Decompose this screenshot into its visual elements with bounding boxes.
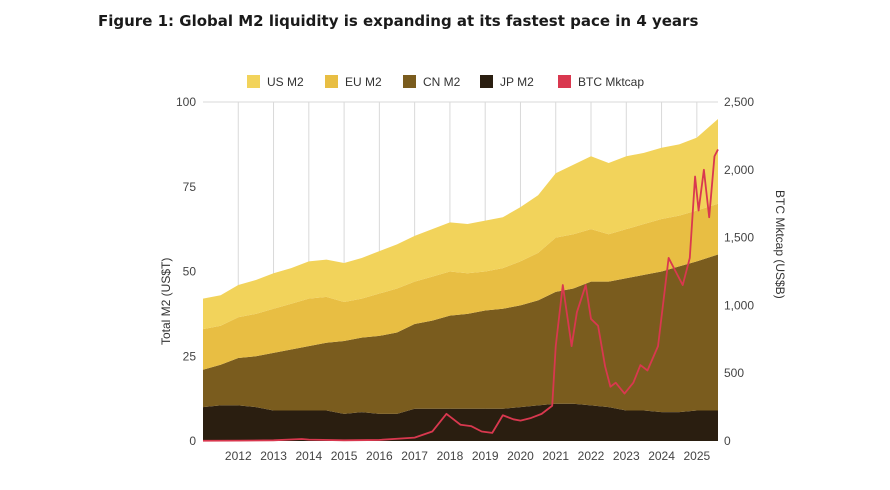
y-tick-label: 75: [183, 180, 197, 194]
x-axis: 2012 2013 2014 2015 2016 2017 2018 2019 2020 2021…: [225, 449, 711, 463]
y-tick-label: 25: [183, 349, 197, 363]
y2-tick-label: 0: [724, 434, 731, 448]
legend-label-cn-m2: CN M2: [423, 75, 461, 89]
y2-tick-label: 1,000: [724, 298, 754, 312]
legend-swatch-btc: [558, 75, 571, 88]
btc-line-layer: [202, 149, 719, 442]
x-tick-label: 2018: [437, 449, 464, 463]
btc-mktcap-line: [202, 149, 719, 442]
y2-tick-label: 500: [724, 366, 744, 380]
legend: US M2 EU M2 CN M2 JP M2 BTC Mktcap: [247, 75, 644, 89]
x-tick-label: 2013: [260, 449, 287, 463]
area-us-m2: [203, 118, 718, 330]
x-tick-label: 2019: [472, 449, 499, 463]
legend-swatch-us-m2: [247, 75, 260, 88]
x-tick-label: 2024: [648, 449, 675, 463]
y-tick-label: 100: [176, 95, 196, 109]
legend-swatch-eu-m2: [325, 75, 338, 88]
y2-tick-label: 2,500: [724, 95, 754, 109]
x-tick-label: 2012: [225, 449, 252, 463]
left-axis: 0 25 50 75 100: [176, 95, 196, 448]
y-axis-label: Total M2 (US$T): [159, 258, 173, 345]
area-jp-m2: [203, 403, 718, 441]
y-tick-label: 0: [189, 434, 196, 448]
legend-swatch-cn-m2: [403, 75, 416, 88]
x-tick-label: 2022: [578, 449, 605, 463]
x-tick-label: 2016: [366, 449, 393, 463]
right-axis: 0 500 1,000 1,500 2,000 2,500: [724, 95, 754, 448]
legend-label-jp-m2: JP M2: [500, 75, 534, 89]
x-tick-label: 2025: [683, 449, 710, 463]
y2-axis-label: BTC Mktcap (US$B): [773, 190, 787, 299]
area-cn-m2: [203, 254, 718, 414]
y2-tick-label: 2,000: [724, 163, 754, 177]
x-tick-label: 2023: [613, 449, 640, 463]
x-tick-label: 2015: [331, 449, 358, 463]
x-tick-label: 2021: [542, 449, 569, 463]
y2-tick-label: 1,500: [724, 231, 754, 245]
legend-swatch-jp-m2: [480, 75, 493, 88]
legend-label-eu-m2: EU M2: [345, 75, 382, 89]
stacked-areas: [203, 118, 718, 441]
x-tick-label: 2014: [295, 449, 322, 463]
x-tick-label: 2020: [507, 449, 534, 463]
figure-title: Figure 1: Global M2 liquidity is expandi…: [98, 12, 699, 30]
legend-label-us-m2: US M2: [267, 75, 304, 89]
area-eu-m2: [203, 203, 718, 370]
legend-label-btc: BTC Mktcap: [578, 75, 644, 89]
x-tick-label: 2017: [401, 449, 428, 463]
y-tick-label: 50: [183, 265, 197, 279]
